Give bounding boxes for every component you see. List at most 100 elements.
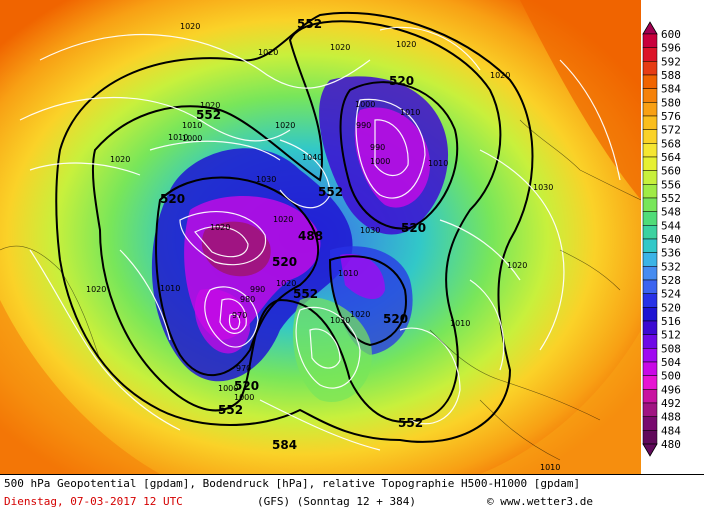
pressure-label: 1020 [507, 261, 527, 270]
pressure-label: 1020 [275, 121, 295, 130]
legend-tick-label: 564 [661, 151, 681, 164]
contour-label: 584 [272, 438, 297, 452]
warm-region [480, 330, 641, 474]
legend-swatch [642, 266, 658, 281]
legend-tick-label: 496 [661, 383, 681, 396]
legend-tick-label: 556 [661, 178, 681, 191]
legend-swatch [642, 225, 658, 240]
warm-region [520, 0, 641, 200]
legend-swatch [642, 375, 658, 390]
legend-swatch [642, 361, 658, 376]
legend-tick-label: 516 [661, 315, 681, 328]
legend-swatch [642, 184, 658, 199]
contour-label: 520 [272, 255, 297, 269]
contour-label: 552 [398, 416, 423, 430]
legend-swatch [642, 156, 658, 171]
pressure-label: 1010 [540, 463, 560, 472]
isobars [19, 26, 621, 451]
legend-swatch [642, 279, 658, 294]
pressure-label: 1000 [182, 134, 202, 143]
cold-region [340, 254, 385, 300]
contour-label: 520 [160, 192, 185, 206]
pressure-label: 1030 [533, 183, 553, 192]
legend-swatch [642, 416, 658, 431]
model-info: (GFS) (Sonntag 12 + 384) [257, 495, 416, 508]
color-legend: 600 596 592 588 584 580 576 572 568 564 560 556 552 5… [641, 0, 704, 474]
legend-swatch [642, 47, 658, 62]
contour-labels: 552 552 552 552 552 552 520 520 520 520 … [160, 17, 426, 452]
legend-swatch [642, 430, 658, 445]
footer-line2: Dienstag, 07-03-2017 12 UTC (GFS) (Sonnt… [4, 494, 694, 510]
legend-swatch [642, 102, 658, 117]
pressure-label: 1020 [490, 71, 510, 80]
pressure-labels: 1020 1020 1010 1020 1010 1000 1020 1040 … [86, 22, 560, 472]
legend-tick-label: 532 [661, 260, 681, 273]
low-center-label: 488 [298, 229, 323, 243]
legend-tick-label: 572 [661, 124, 681, 137]
legend-tick-label: 524 [661, 288, 681, 301]
pressure-label: 1020 [180, 22, 200, 31]
pressure-label: 1030 [360, 226, 380, 235]
weather-map: 552 552 552 552 552 552 520 520 520 520 … [0, 0, 642, 474]
pressure-label: 1020 [110, 155, 130, 164]
legend-tick-label: 552 [661, 192, 681, 205]
contour-520 [328, 255, 407, 347]
legend-tick-label: 596 [661, 42, 681, 55]
legend-swatch [642, 74, 658, 89]
pressure-label: 1030 [256, 175, 276, 184]
contour-label: 520 [401, 221, 426, 235]
legend-tick-label: 504 [661, 356, 681, 369]
pressure-label: 990 [370, 143, 385, 152]
legend-arrow-top [642, 21, 658, 35]
contour-label: 552 [293, 287, 318, 301]
legend-swatch [642, 307, 658, 322]
pressure-label: 1020 [273, 215, 293, 224]
legend-tick-label: 592 [661, 55, 681, 68]
pressure-label: 1020 [200, 101, 220, 110]
warm-region [0, 300, 160, 474]
legend-tick-label: 580 [661, 96, 681, 109]
map-svg: 552 552 552 552 552 552 520 520 520 520 … [0, 0, 641, 474]
pressure-label: 1000 [218, 384, 238, 393]
legend-swatch [642, 129, 658, 144]
legend-tick-label: 544 [661, 219, 681, 232]
legend-tick-label: 480 [661, 438, 681, 451]
contour-outer [55, 11, 534, 443]
pressure-label: 990 [356, 121, 371, 130]
legend-swatch [642, 197, 658, 212]
legend-swatch [642, 334, 658, 349]
forecast-date: Dienstag, 07-03-2017 12 UTC [4, 495, 183, 508]
contour-label: 552 [218, 403, 243, 417]
cold-region [354, 107, 431, 208]
legend-tick-label: 520 [661, 301, 681, 314]
pressure-label: 1000 [370, 157, 390, 166]
legend-swatch [642, 88, 658, 103]
legend-tick-label: 576 [661, 110, 681, 123]
legend-tick-label: 488 [661, 411, 681, 424]
contour-label: 552 [297, 17, 322, 31]
contour-label: 520 [383, 312, 408, 326]
legend-tick-label: 560 [661, 165, 681, 178]
legend-swatch [642, 170, 658, 185]
pressure-label: 1020 [210, 223, 230, 232]
pressure-label: 1010 [182, 121, 202, 130]
footer: 500 hPa Geopotential [gpdam], Bodendruck… [0, 474, 704, 514]
pressure-label: 1020 [86, 285, 106, 294]
legend-swatch [642, 238, 658, 253]
legend-tick-label: 584 [661, 83, 681, 96]
legend-swatch [642, 61, 658, 76]
legend-swatch [642, 402, 658, 417]
pressure-label: 1000 [355, 100, 375, 109]
pressure-label: 1010 [428, 159, 448, 168]
pressure-label: 1010 [338, 269, 358, 278]
legend-tick-label: 540 [661, 233, 681, 246]
legend-swatch [642, 389, 658, 404]
legend-tick-label: 548 [661, 206, 681, 219]
pressure-label: 1010 [160, 284, 180, 293]
legend-swatch [642, 252, 658, 267]
legend-swatch [642, 320, 658, 335]
legend-tick-label: 484 [661, 424, 681, 437]
pressure-label: 1010 [168, 133, 188, 142]
legend-tick-label: 536 [661, 247, 681, 260]
legend-svg: 6005965925885845805765725685645605565525… [642, 21, 681, 457]
